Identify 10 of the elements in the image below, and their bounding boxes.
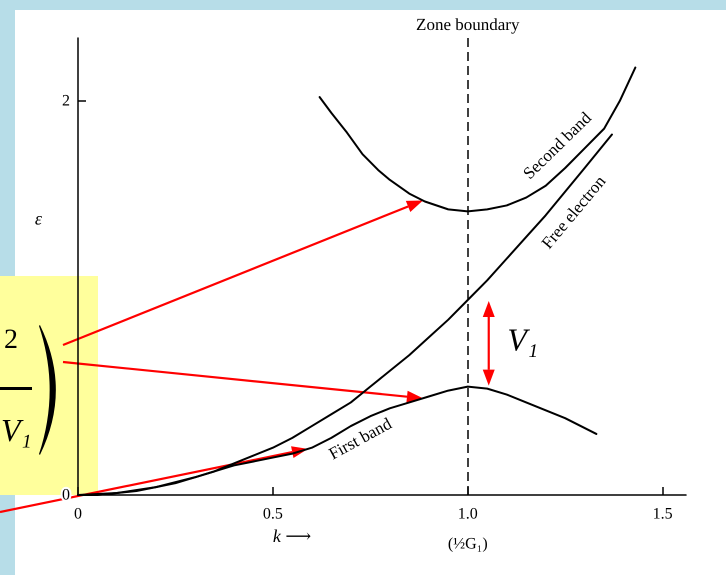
- text: First band: [325, 413, 395, 464]
- y-tick-label: 2: [62, 92, 70, 110]
- y-axis-title: ε: [34, 208, 43, 228]
- x-tick-label: 0.5: [262, 506, 283, 522]
- ref-line-label: Zone boundary: [416, 15, 520, 34]
- x-tick-label: 0: [74, 506, 82, 522]
- x-axis-title: k ⟶: [272, 526, 312, 546]
- x-tick-label: 1.0 (½G₁): [448, 506, 488, 552]
- annotation: V₁: [507, 321, 538, 358]
- x-tick-label: 1.5: [652, 506, 673, 522]
